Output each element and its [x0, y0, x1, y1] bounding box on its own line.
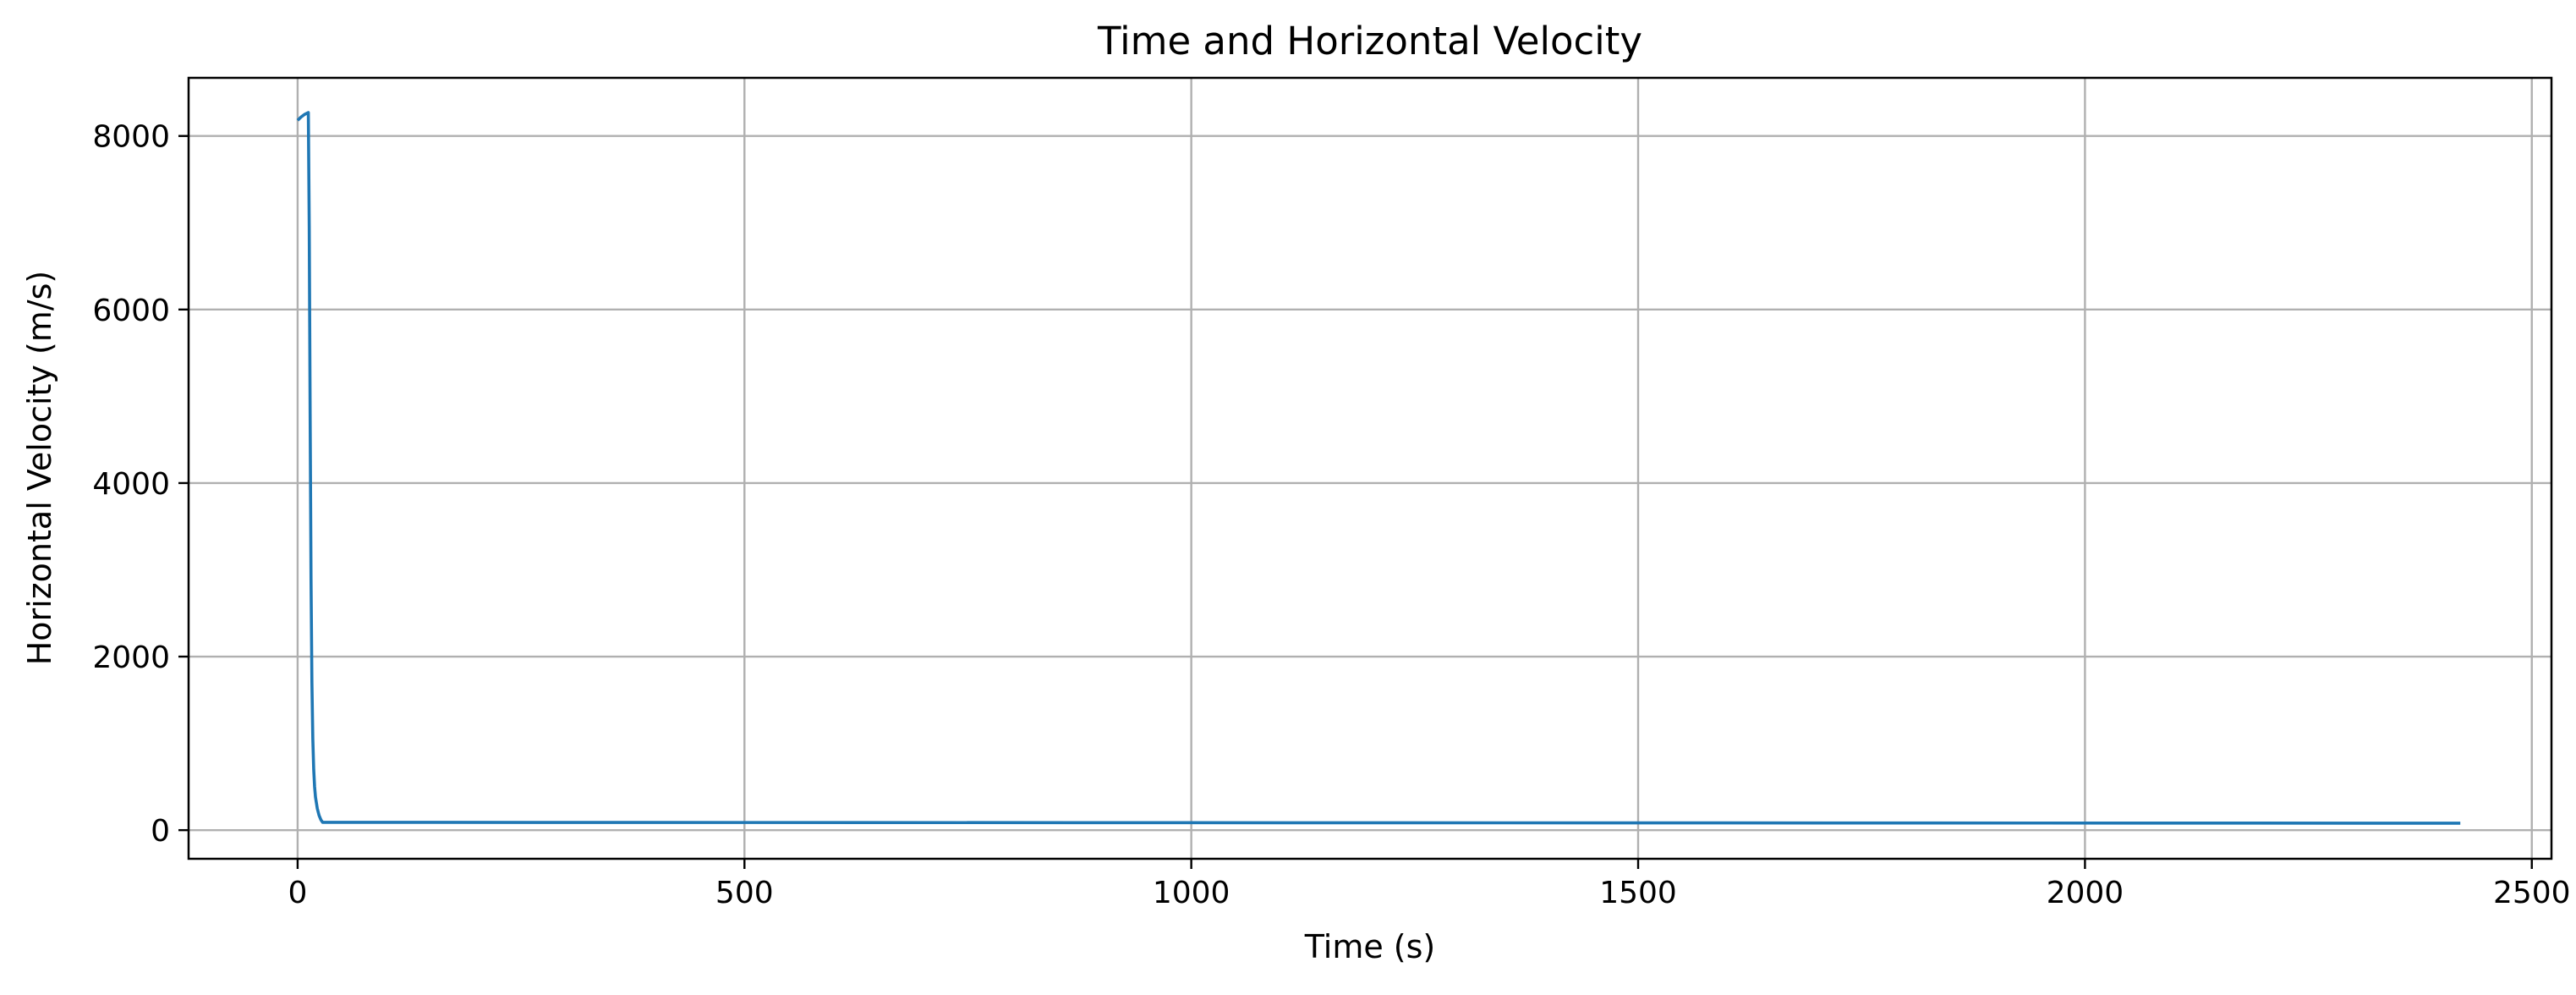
plot-frame: [187, 76, 2553, 860]
x-axis-ticks: 0 500 1000 1500 2000 2500: [288, 859, 2571, 910]
x-tick-label: 2000: [2047, 876, 2124, 910]
y-axis-ticks: 0 2000 4000 6000 8000: [92, 120, 189, 849]
x-tick-label: 1000: [1153, 876, 1230, 910]
y-tick-label: 2000: [92, 640, 170, 675]
series-layer: [296, 111, 2461, 825]
x-tick-label: 500: [715, 876, 774, 910]
series-line-0: [296, 111, 2461, 825]
y-axis-label: Horizontal Velocity (m/s): [21, 271, 58, 666]
y-tick-label: 6000: [92, 294, 170, 328]
x-tick-label: 2500: [2493, 876, 2571, 910]
x-axis-label: Time (s): [1304, 928, 1436, 965]
chart-title: Time and Horizontal Velocity: [1097, 19, 1642, 63]
x-tick-label: 0: [288, 876, 307, 910]
x-tick-label: 1500: [1599, 876, 1677, 910]
y-tick-label: 0: [151, 814, 170, 849]
grid-lines: [189, 78, 2551, 859]
y-tick-label: 4000: [92, 467, 170, 502]
y-tick-label: 8000: [92, 120, 170, 155]
